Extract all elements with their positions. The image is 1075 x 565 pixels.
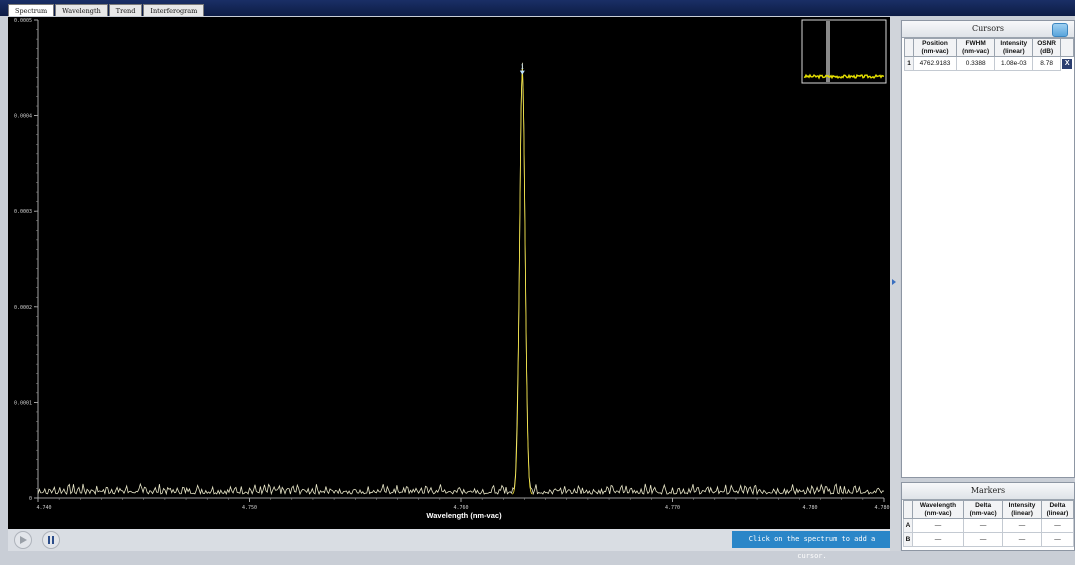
x-tick-label: 4.780 <box>802 505 817 511</box>
y-tick-label: 0.0003 <box>14 209 32 215</box>
row-header <box>903 500 913 519</box>
spectrum-plot[interactable]: 0 0.0001 0.0002 0.0003 0.0004 0.0005 4.740 4.75… <box>8 17 890 529</box>
tab-bar: Spectrum Wavelength Trend Interferogram <box>0 0 1075 16</box>
delete-cursor-button[interactable]: X <box>1062 59 1073 70</box>
pause-button[interactable] <box>42 531 60 549</box>
table-row[interactable]: B — — — — <box>903 532 1075 547</box>
cursors-title: Cursors <box>902 21 1074 38</box>
x-tick-label: 4.750 <box>242 505 257 511</box>
cursor-label: 1 <box>521 65 524 71</box>
cursors-panel: Cursors Position (nm-vac) FWHM (nm-vac) In… <box>901 20 1075 478</box>
cell-value: — <box>911 518 965 533</box>
cursor-hint: Click on the spectrum to add a cursor. <box>732 531 892 560</box>
row-label: A <box>903 518 913 533</box>
row-label: B <box>903 532 913 547</box>
inset-window <box>826 21 830 82</box>
row-header <box>904 38 914 57</box>
cell-position: 4762.9183 <box>913 56 957 71</box>
x-tick-label: 4.760 <box>453 505 468 511</box>
view-tabs: Spectrum Wavelength Trend Interferogram <box>8 4 205 16</box>
y-tick-label: 0.0001 <box>14 400 32 406</box>
pause-icon <box>48 536 54 544</box>
y-tick-label: 0.0005 <box>14 18 32 24</box>
column-header-fwhm: FWHM (nm-vac) <box>955 38 996 57</box>
x-tick-label: 4.740 <box>36 505 51 511</box>
cursor-settings-button[interactable] <box>1052 23 1068 37</box>
y-tick-label: 0.0004 <box>14 114 32 120</box>
column-header-position: Position (nm-vac) <box>913 38 957 57</box>
spectrum-chart[interactable]: 0 0.0001 0.0002 0.0003 0.0004 0.0005 4.740 4.75… <box>8 17 890 529</box>
tab-spectrum[interactable]: Spectrum <box>8 4 55 16</box>
column-header-osnr: OSNR (dB) <box>1032 38 1061 57</box>
cell-value: — <box>911 532 965 547</box>
peak-line <box>511 69 533 495</box>
cell-value: — <box>1040 518 1075 533</box>
tab-trend[interactable]: Trend <box>108 4 143 16</box>
cell-intensity: 1.08e-03 <box>994 56 1034 71</box>
column-header-delete <box>1060 38 1074 57</box>
cell-value: — <box>1002 518 1042 533</box>
play-icon <box>20 536 27 544</box>
table-row[interactable]: 1 4762.9183 0.3388 1.08e-03 8.78 X <box>904 56 1074 71</box>
column-header-intensity: Intensity (linear) <box>1002 500 1042 519</box>
markers-table: Wavelength (nm-vac) Delta (nm-vac) Intensi… <box>903 500 1075 547</box>
x-tick-label: 4.770 <box>665 505 680 511</box>
panel-splitter[interactable] <box>890 17 900 551</box>
cursor-arrow-icon <box>519 70 525 75</box>
chart-axes <box>37 20 884 499</box>
expand-arrow-icon[interactable] <box>892 279 896 285</box>
x-axis-label: Wavelength (nm-vac) <box>426 511 502 520</box>
cell-value: — <box>1002 532 1042 547</box>
row-index: 1 <box>904 56 914 71</box>
overview-inset <box>801 19 887 84</box>
tab-wavelength[interactable]: Wavelength <box>55 4 108 16</box>
cell-osnr: 8.78 <box>1032 56 1061 71</box>
column-header-delta-linear: Delta (linear) <box>1040 500 1075 519</box>
column-header-intensity: Intensity (linear) <box>994 38 1034 57</box>
chart-ticks: 0 0.0001 0.0002 0.0003 0.0004 0.0005 4.740 4.75… <box>14 18 890 511</box>
cell-value: — <box>1040 532 1075 547</box>
inset-frame <box>801 19 887 84</box>
markers-title: Markers <box>902 483 1074 500</box>
cell-delete: X <box>1061 57 1074 71</box>
y-tick-label: 0.0002 <box>14 305 32 311</box>
y-tick-label: 0 <box>29 496 32 502</box>
play-button[interactable] <box>14 531 32 549</box>
plot-controls: Click on the spectrum to add a cursor. <box>8 529 892 560</box>
inset-trace <box>803 73 885 80</box>
spectrum-line <box>37 62 885 496</box>
markers-panel: Markers Wavelength (nm-vac) Delta (nm-vac)… <box>901 482 1075 551</box>
column-header-wavelength: Wavelength (nm-vac) <box>911 500 965 519</box>
cell-value: — <box>963 518 1004 533</box>
cell-fwhm: 0.3388 <box>955 56 996 71</box>
x-tick-label: 4.780 <box>874 505 889 511</box>
cell-value: — <box>963 532 1004 547</box>
column-header-delta-nm: Delta (nm-vac) <box>963 500 1004 519</box>
tab-interferogram[interactable]: Interferogram <box>143 4 205 16</box>
spectrum-trace <box>37 62 885 496</box>
table-row[interactable]: A — — — — <box>903 518 1075 533</box>
cursor-marker: 1 <box>519 65 525 75</box>
cursors-table: Position (nm-vac) FWHM (nm-vac) Intensity(… <box>904 38 1074 71</box>
